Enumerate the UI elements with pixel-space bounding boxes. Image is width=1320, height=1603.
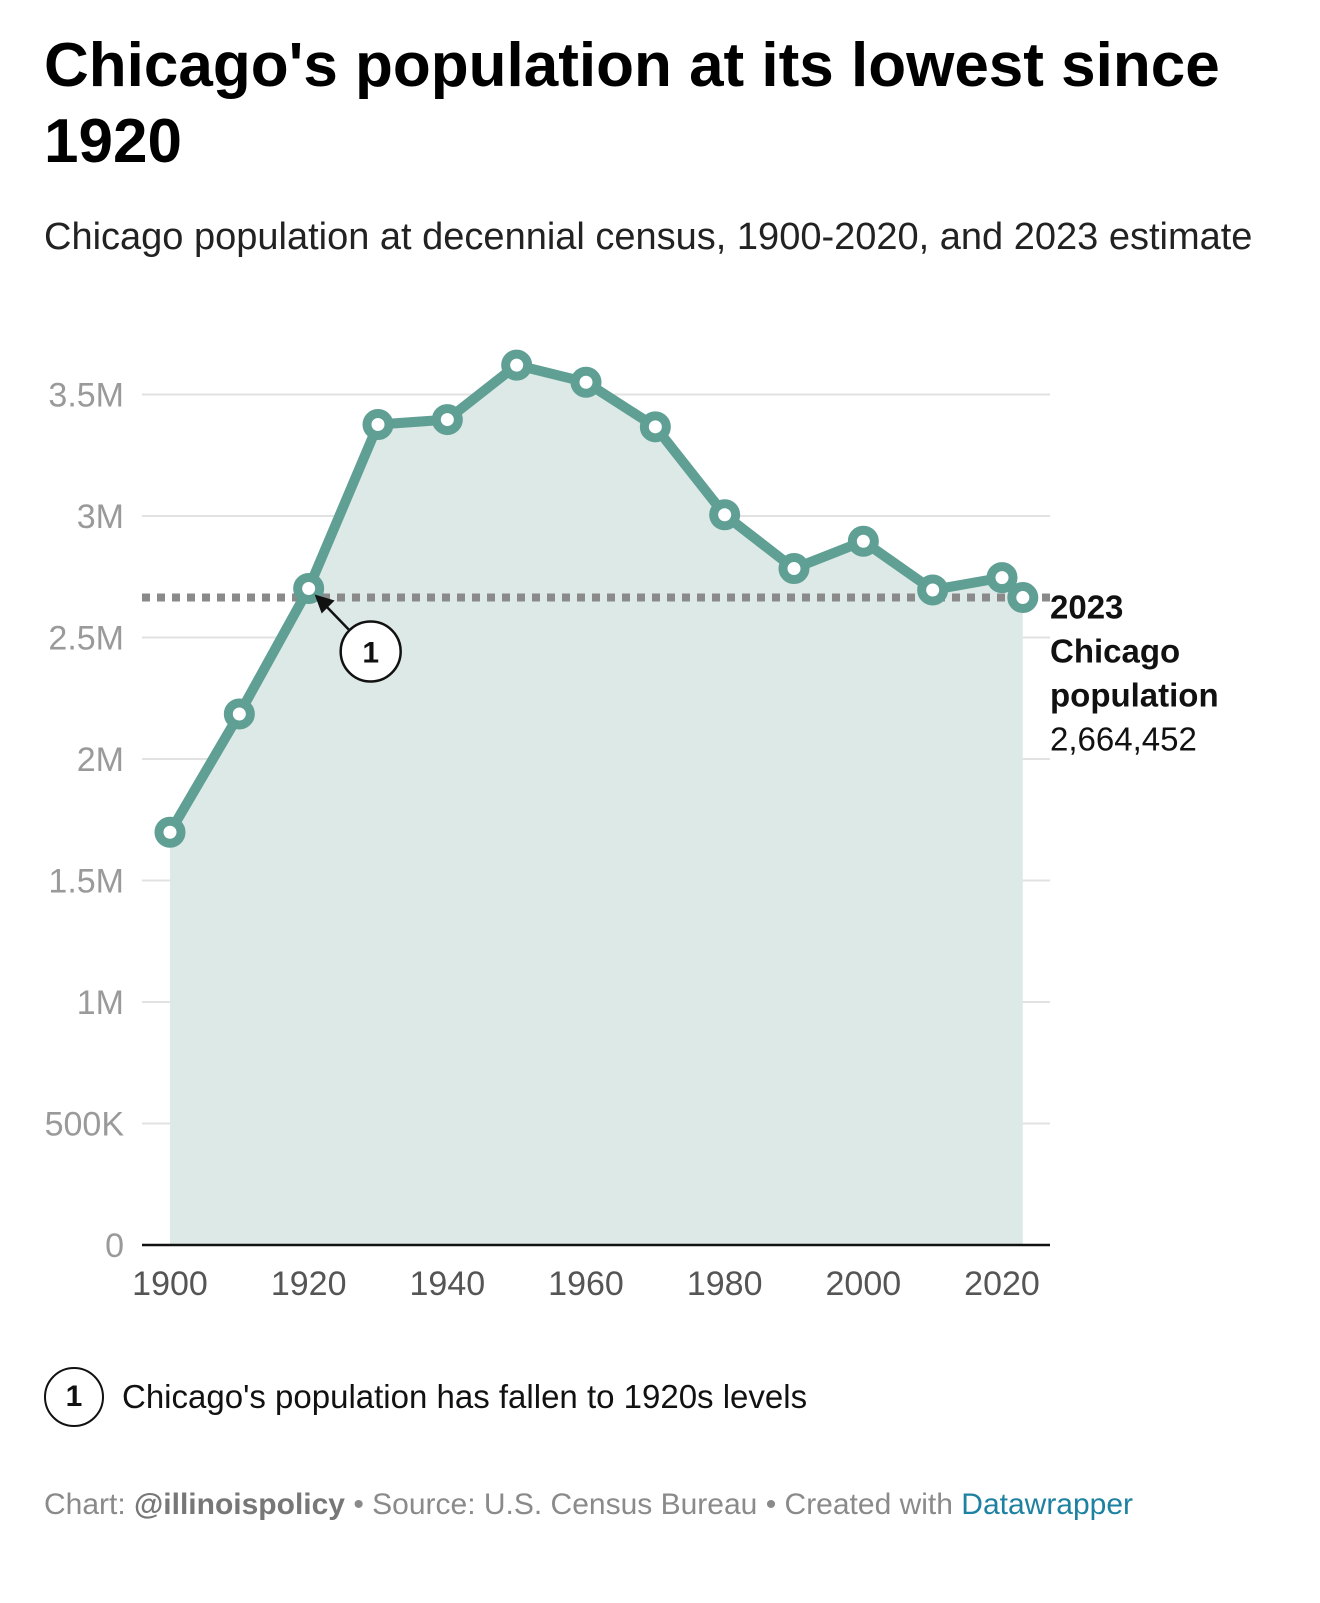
annotation-note-text: Chicago's population has fallen to 1920s… bbox=[122, 1378, 808, 1415]
chart-title: Chicago's population at its lowest since… bbox=[44, 31, 1220, 176]
area-fill bbox=[170, 365, 1023, 1246]
chart-footer: Chart: @illinoispolicy • Source: U.S. Ce… bbox=[44, 1488, 1133, 1522]
data-point bbox=[778, 553, 810, 585]
footer-source: • Source: U.S. Census Bureau • Created w… bbox=[344, 1488, 962, 1521]
y-tick-label: 0 bbox=[105, 1227, 124, 1265]
x-tick-label: 1900 bbox=[132, 1265, 208, 1303]
data-point bbox=[709, 499, 741, 531]
data-point bbox=[154, 816, 186, 848]
annotation-marker bbox=[339, 620, 402, 683]
reference-value: 2,664,452 bbox=[1050, 721, 1197, 758]
y-tick-label: 3M bbox=[77, 498, 124, 536]
data-point bbox=[847, 525, 879, 557]
y-tick-label: 2M bbox=[77, 741, 124, 779]
annotation-note: 1 Chicago's population has fallen to 192… bbox=[44, 1364, 807, 1430]
annotation-badge: 1 bbox=[44, 1367, 104, 1427]
y-tick-label: 1M bbox=[77, 984, 124, 1022]
footer-chart-credit[interactable]: @illinoispolicy bbox=[134, 1488, 345, 1521]
data-point bbox=[431, 404, 463, 436]
data-point bbox=[986, 562, 1018, 594]
y-tick-label: 1.5M bbox=[48, 863, 124, 901]
reference-label: population bbox=[1050, 677, 1219, 714]
y-tick-label: 500K bbox=[45, 1106, 125, 1144]
data-point bbox=[501, 349, 533, 381]
data-point bbox=[917, 574, 949, 606]
footer-chart-prefix: Chart: bbox=[44, 1488, 135, 1521]
data-point bbox=[639, 411, 671, 443]
annotation-arrowhead bbox=[314, 594, 335, 614]
data-point bbox=[570, 366, 602, 398]
x-tick-label: 1940 bbox=[410, 1265, 486, 1303]
population-chart: 0 500K 1M 1.5M 2M 2.5M 3M 3.5M 1900 1920 1940 1960 1… bbox=[45, 349, 1219, 1303]
x-tick-label: 1960 bbox=[548, 1265, 624, 1303]
chart-subtitle: Chicago population at decennial census, … bbox=[44, 216, 1253, 258]
x-tick-label: 2000 bbox=[826, 1265, 902, 1303]
data-point bbox=[362, 409, 394, 441]
reference-label: 2023 bbox=[1050, 589, 1123, 626]
data-point bbox=[223, 698, 255, 730]
data-point bbox=[1007, 582, 1039, 614]
y-tick-label: 2.5M bbox=[48, 620, 124, 658]
y-tick-label: 3.5M bbox=[48, 377, 124, 415]
x-tick-label: 1980 bbox=[687, 1265, 763, 1303]
reference-label: Chicago bbox=[1050, 633, 1180, 670]
x-tick-label: 1920 bbox=[271, 1265, 347, 1303]
data-point bbox=[293, 572, 325, 604]
datawrapper-link[interactable]: Datawrapper bbox=[961, 1488, 1134, 1521]
x-tick-label: 2020 bbox=[964, 1265, 1040, 1303]
annotation-marker-label: 1 bbox=[362, 636, 379, 669]
